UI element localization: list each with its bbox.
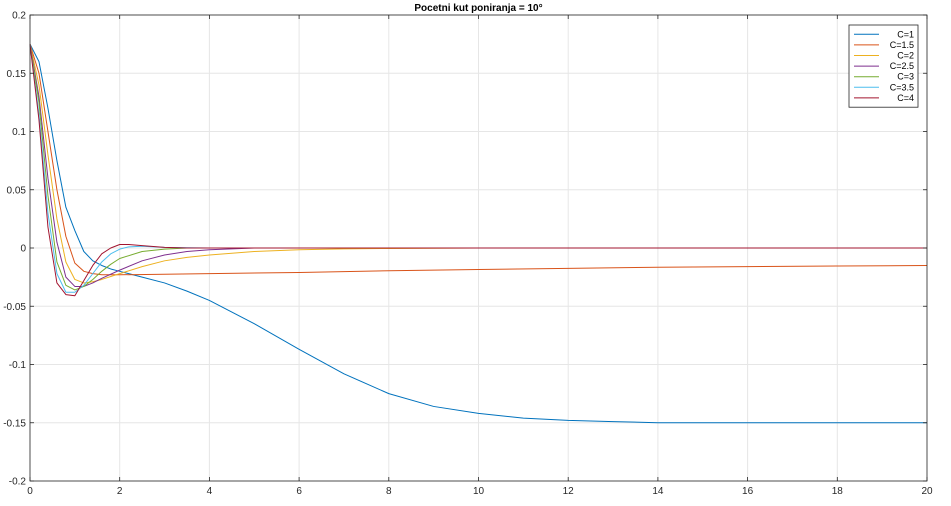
y-tick-label: 0.2 <box>12 11 26 22</box>
legend-label: C=4 <box>897 93 914 103</box>
series-line-2 <box>29 43 928 276</box>
x-tick-label: 10 <box>473 486 485 497</box>
y-tick-label: -0.05 <box>3 302 26 313</box>
y-tick-label: -0.15 <box>3 418 26 429</box>
series-line-7 <box>29 44 927 297</box>
axis-ticks <box>29 14 928 482</box>
series-line-3 <box>29 44 927 284</box>
legend-label: C=3.5 <box>890 82 914 92</box>
tick-labels: 0 2 4 6 8 10 12 14 16 18 20 -0.2 -0.15 -0.1 -0.05 0 0.05… <box>3 11 933 498</box>
x-tick-label: 18 <box>832 486 844 497</box>
x-tick-label: 6 <box>296 486 302 497</box>
y-tick-label: 0.1 <box>12 127 26 138</box>
y-tick-label: -0.1 <box>9 360 27 371</box>
series-line-1 <box>29 43 927 424</box>
legend-label: C=3 <box>897 72 914 82</box>
legend: C=1C=1.5C=2C=2.5C=3C=3.5C=4 <box>848 24 919 108</box>
series-lines <box>29 43 928 424</box>
x-tick-label: 0 <box>27 486 33 497</box>
legend-label: C=2 <box>897 51 914 61</box>
legend-label: C=1.5 <box>890 40 914 50</box>
x-tick-label: 12 <box>563 486 575 497</box>
series-line-4 <box>29 44 927 287</box>
x-tick-label: 8 <box>386 486 392 497</box>
x-tick-label: 16 <box>742 486 754 497</box>
x-tick-label: 14 <box>652 486 664 497</box>
y-tick-label: 0.05 <box>7 185 27 196</box>
legend-label: C=2.5 <box>890 61 914 71</box>
legend-label: C=1 <box>897 29 914 39</box>
x-tick-label: 2 <box>117 486 123 497</box>
chart-title: Pocetni kut poniranja = 10° <box>414 3 542 14</box>
y-tick-label: 0.15 <box>7 69 27 80</box>
x-tick-label: 4 <box>207 486 213 497</box>
y-tick-label: 0 <box>20 244 26 255</box>
x-tick-label: 20 <box>921 486 933 497</box>
y-tick-label: -0.2 <box>9 477 27 488</box>
